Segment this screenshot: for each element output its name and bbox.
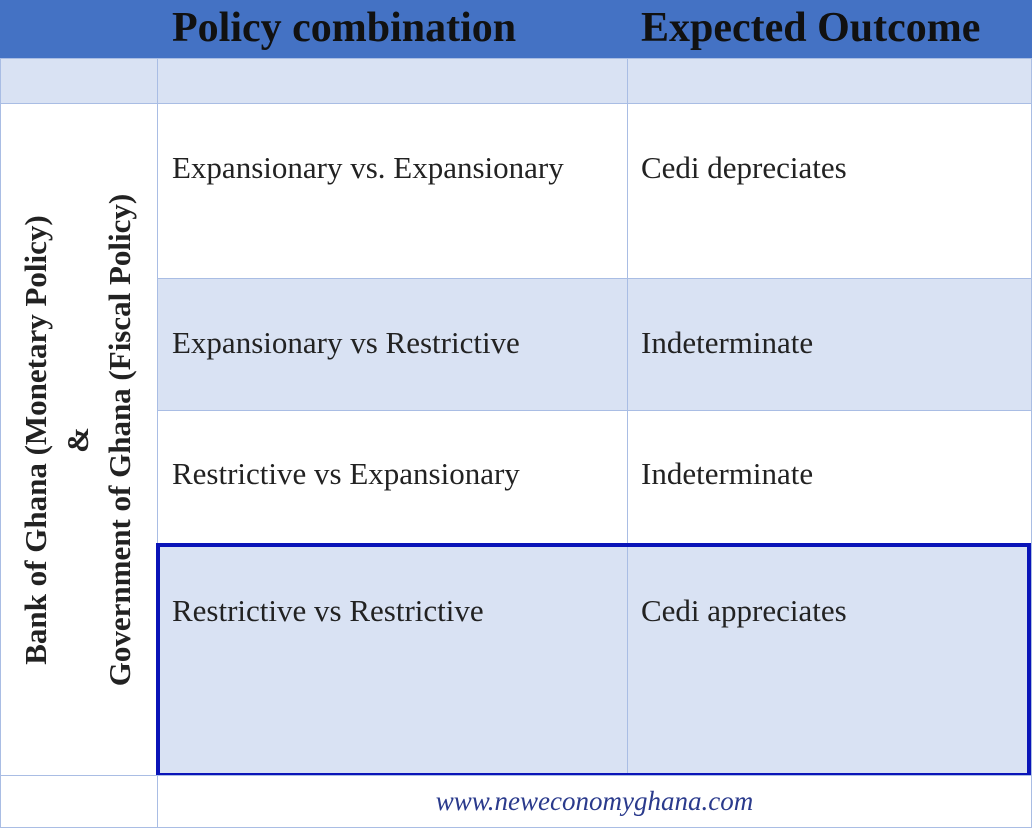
policy-cell: Restrictive vs Restrictive	[172, 593, 484, 628]
cell	[627, 58, 1032, 104]
header-policy: Policy combination	[172, 5, 517, 51]
side-label-line: Bank of Ghana (Monetary Policy)	[18, 215, 53, 665]
policy-cell: Expansionary vs. Expansionary	[172, 150, 564, 185]
cell	[157, 103, 628, 279]
cell	[627, 103, 1032, 279]
footer-cell	[157, 775, 1032, 828]
outcome-cell: Indeterminate	[641, 325, 814, 360]
header-row	[0, 0, 1032, 59]
cell	[157, 58, 628, 104]
side-label-line: &	[60, 427, 95, 453]
cell	[157, 410, 628, 544]
cell	[0, 58, 158, 104]
policy-cell: Expansionary vs Restrictive	[172, 325, 520, 360]
footer-url: www.neweconomyghana.com	[435, 786, 754, 816]
side-label-line: Government of Ghana (Fiscal Policy)	[102, 193, 137, 687]
policy-cell: Restrictive vs Expansionary	[172, 456, 520, 491]
outcome-cell: Indeterminate	[641, 456, 814, 491]
cell	[627, 278, 1032, 411]
cell	[627, 543, 1032, 776]
cell	[627, 410, 1032, 544]
header-outcome: Expected Outcome	[641, 5, 981, 51]
highlight-border	[156, 543, 1031, 777]
cell	[0, 775, 158, 828]
side-label: Bank of Ghana (Monetary Policy) & Govern…	[15, 104, 141, 776]
outcome-cell: Cedi appreciates	[641, 593, 847, 628]
side-cell	[0, 103, 158, 776]
outcome-cell: Cedi depreciates	[641, 150, 847, 185]
cell	[157, 543, 628, 776]
